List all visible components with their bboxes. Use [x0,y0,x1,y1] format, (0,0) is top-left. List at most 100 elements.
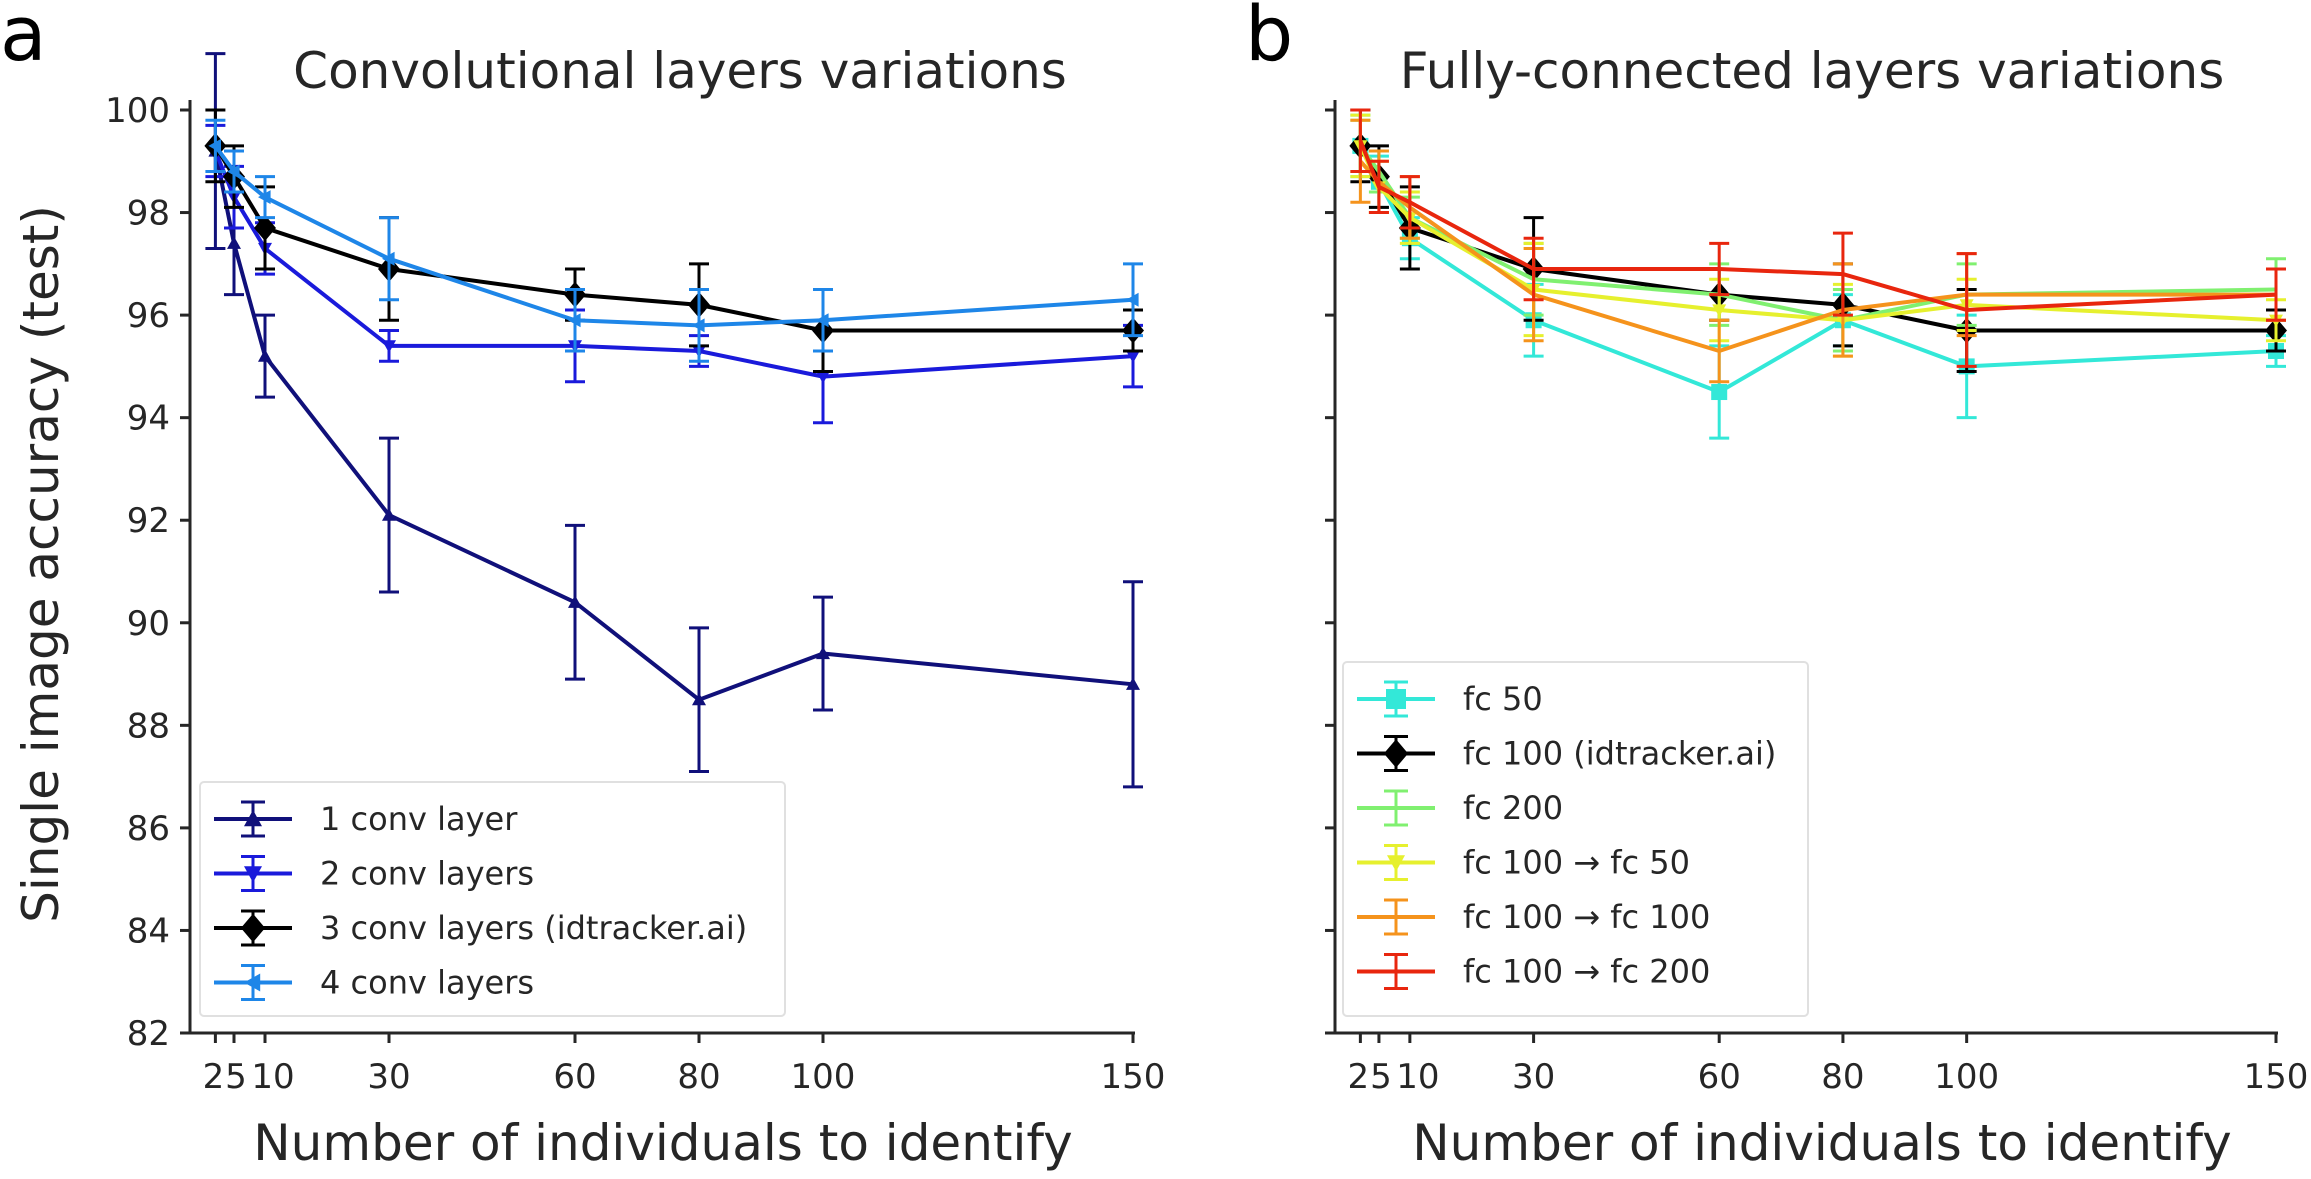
y-tick-label: 94 [127,399,170,439]
data-point [208,138,221,153]
data-point [258,349,272,362]
legend-marker [244,866,262,883]
x-tick-label: 2 [203,1057,225,1097]
series-fc-50 [1350,113,2286,440]
x-tick-label: 30 [367,1057,410,1097]
legend-label: fc 50 [1463,680,1543,718]
panel-letter-b: b [1245,0,1293,78]
legend-item: fc 50 [1357,680,1543,718]
legend-label: 4 conv layers [320,964,534,1002]
x-tick-label: 5 [1370,1057,1392,1097]
data-point [382,508,396,521]
series-fc-100-fc-100 [1350,118,2286,384]
legend-label: fc 100 (idtracker.ai) [1463,735,1776,773]
data-point [382,340,396,353]
series-2-conv-layers [205,123,1143,425]
x-tick-label: 60 [1698,1057,1741,1097]
x-tick-label: 10 [251,1057,294,1097]
data-point [816,646,830,660]
data-point [816,313,829,328]
series-line [1358,145,2277,323]
legend-marker [1387,855,1405,872]
legend-label: fc 100 → fc 200 [1463,953,1710,991]
data-point [1126,677,1140,690]
legend-marker [240,913,266,943]
data-point [1712,304,1727,317]
x-tick-label: 60 [553,1057,596,1097]
y-tick-label: 96 [127,296,170,336]
legend-label: 3 conv layers (idtracker.ai) [320,909,747,947]
legend-box [1342,661,1809,1017]
chart-a-ylabel: Single image accuracy (test) [12,205,70,923]
series-line [1358,140,2277,312]
series-fc-100-fc-200 [1350,108,2286,368]
y-tick-label: 86 [127,809,170,849]
y-tick-label: 88 [127,706,170,746]
legend-label: 2 conv layers [320,855,534,893]
y-tick-label: 82 [127,1014,170,1054]
x-tick-label: 30 [1512,1057,1555,1097]
series-3-conv-layers-idtracker-ai- [204,108,1144,374]
legend-item: fc 100 → fc 100 [1357,898,1710,936]
series-line [213,150,1134,379]
data-point [227,164,240,179]
x-tick-label: 5 [225,1057,247,1097]
data-point [1711,384,1728,401]
legend-marker [1383,739,1409,768]
data-point [692,318,705,333]
x-tick-label: 150 [2244,1057,2309,1097]
data-point [258,190,271,205]
x-tick-label: 80 [1821,1057,1864,1097]
x-tick-label: 10 [1396,1057,1439,1097]
chart-b-legend: fc 50 fc 100 (idtracker.ai) fc 200 fc 100 →… [1342,661,1809,1017]
y-tick-label: 92 [127,501,170,541]
legend-item: 3 conv layers (idtracker.ai) [214,909,747,947]
data-point [227,236,241,249]
y-tick-label: 100 [105,91,170,131]
x-tick-label: 100 [791,1057,856,1097]
legend-item: 4 conv layers [214,964,534,1002]
data-point [254,214,276,241]
chart-b-xlabel: Number of individuals to identify [1412,1114,2231,1172]
legend-label: fc 100 → fc 100 [1463,898,1710,936]
x-tick-label: 2 [1348,1057,1370,1097]
legend-item: fc 100 (idtracker.ai) [1357,735,1776,773]
legend-box [199,781,786,1017]
series-line [213,150,1134,702]
legend-item: fc 100 → fc 200 [1357,953,1710,991]
x-tick-label: 100 [1934,1057,1999,1097]
data-point [382,251,395,266]
data-point [1126,292,1139,307]
legend-item: fc 100 → fc 50 [1357,844,1690,882]
data-point [568,595,582,608]
legend-marker [1386,689,1406,709]
legend-item: 1 conv layer [214,800,518,838]
chart-b-plot: 2 5 10 30 60 80 100 150 fc 50 fc 100 (idtracker.a… [1325,100,2308,1097]
series-line [213,144,1133,333]
chart-a-plot: 82 84 86 88 90 92 94 96 98 100 2 5 10 30 60 80 100 150 1 c… [105,52,1166,1097]
chart-a-legend: 1 conv layer 2 conv layers 3 conv layers (… [199,781,786,1017]
chart-b-title: Fully-connected layers variations [1400,42,2225,100]
panel-letter-a: a [0,0,47,78]
series-1-conv-layer [205,52,1143,789]
data-point [1126,350,1140,364]
series-line [213,144,1134,328]
legend-marker [244,973,261,992]
data-point [692,692,706,706]
legend-label: fc 100 → fc 50 [1463,844,1690,882]
data-point [816,371,830,384]
chart-a-title: Convolutional layers variations [293,42,1067,100]
x-tick-label: 80 [677,1057,720,1097]
x-tick-label: 150 [1101,1057,1166,1097]
y-tick-label: 90 [127,604,170,644]
data-point [568,313,581,328]
y-tick-label: 98 [127,194,170,234]
series-line [1358,159,2276,354]
series-4-conv-layers [205,118,1143,363]
y-tick-label: 84 [127,911,170,951]
legend-label: 1 conv layer [320,800,518,838]
legend-item: fc 200 [1357,789,1563,827]
legend-marker [244,810,262,827]
legend-item: 2 conv layers [214,855,534,893]
